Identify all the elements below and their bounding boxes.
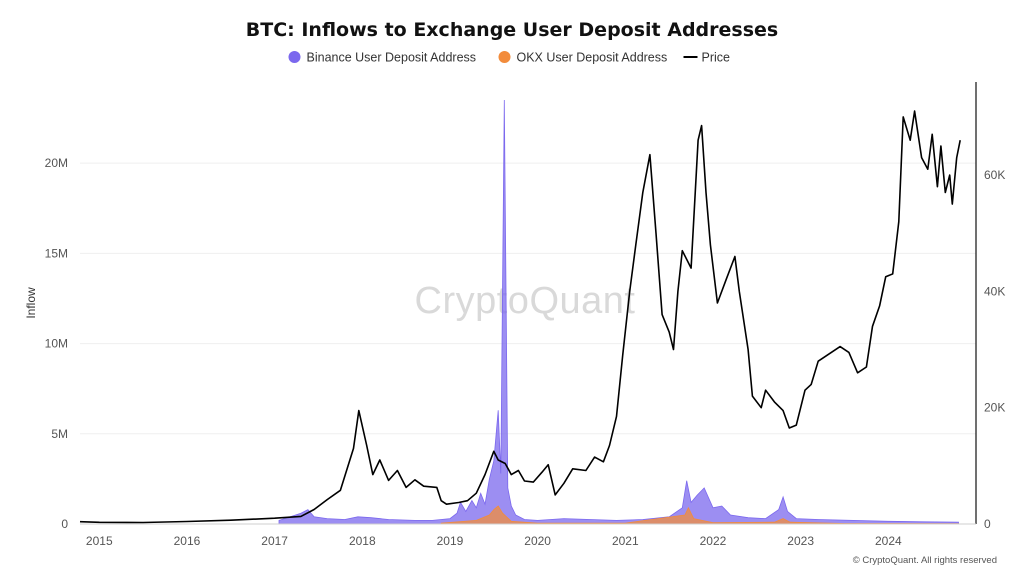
y-axis-right-ticks: 0 20K 40K 60K: [984, 168, 1005, 531]
chart-title: BTC: Inflows to Exchange User Deposit Ad…: [246, 19, 778, 41]
series-binance-user-deposit-address: [278, 99, 959, 525]
y-axis-left-ticks: 0 5M 10M 15M 20M: [45, 156, 69, 531]
x-tick-label: 2017: [261, 534, 288, 548]
legend-item-okx-user-deposit-address[interactable]: OKX User Deposit Address: [498, 51, 668, 65]
y2-tick-label: 60K: [984, 168, 1005, 182]
grid: [80, 162, 976, 435]
price-line-group: [79, 110, 961, 524]
series-okx-user-deposit-address: [440, 505, 959, 525]
legend-label: OKX User Deposit Address: [517, 51, 668, 65]
legend-swatch: [288, 51, 301, 63]
y-tick-label: 20M: [45, 156, 68, 170]
y2-tick-label: 0: [984, 517, 991, 531]
y-tick-label: 15M: [45, 246, 68, 260]
y-tick-label: 10M: [45, 337, 68, 351]
legend: Binance User Deposit Address OKX User Dep…: [288, 51, 731, 65]
legend-label: Binance User Deposit Address: [307, 51, 477, 65]
copyright-credit: © CryptoQuant. All rights reserved: [853, 555, 997, 566]
y2-tick-label: 40K: [984, 284, 1005, 298]
legend-swatch: [498, 51, 511, 63]
x-tick-label: 2021: [612, 534, 639, 548]
legend-label: Price: [702, 51, 731, 65]
x-axis-ticks: 2015 2016 2017 2018 2019 2020 2021 2022 2023 2024: [86, 534, 902, 548]
y-tick-label: 0: [61, 517, 68, 531]
x-tick-label: 2020: [524, 534, 551, 548]
legend-item-price[interactable]: Price: [683, 51, 731, 65]
x-tick-label: 2016: [174, 534, 201, 548]
y2-tick-label: 20K: [984, 401, 1005, 415]
series-price: [79, 110, 961, 524]
watermark: CryptoQuant: [415, 280, 636, 322]
x-tick-label: 2018: [349, 534, 376, 548]
y-tick-label: 5M: [51, 427, 68, 441]
x-tick-label: 2019: [437, 534, 464, 548]
x-tick-label: 2024: [875, 534, 902, 548]
x-tick-label: 2015: [86, 534, 113, 548]
y-axis-label: Inflow: [24, 287, 38, 319]
x-tick-label: 2022: [700, 534, 727, 548]
inflow-areas: [278, 99, 959, 525]
legend-item-binance-user-deposit-address[interactable]: Binance User Deposit Address: [288, 51, 477, 65]
x-tick-label: 2023: [787, 534, 814, 548]
